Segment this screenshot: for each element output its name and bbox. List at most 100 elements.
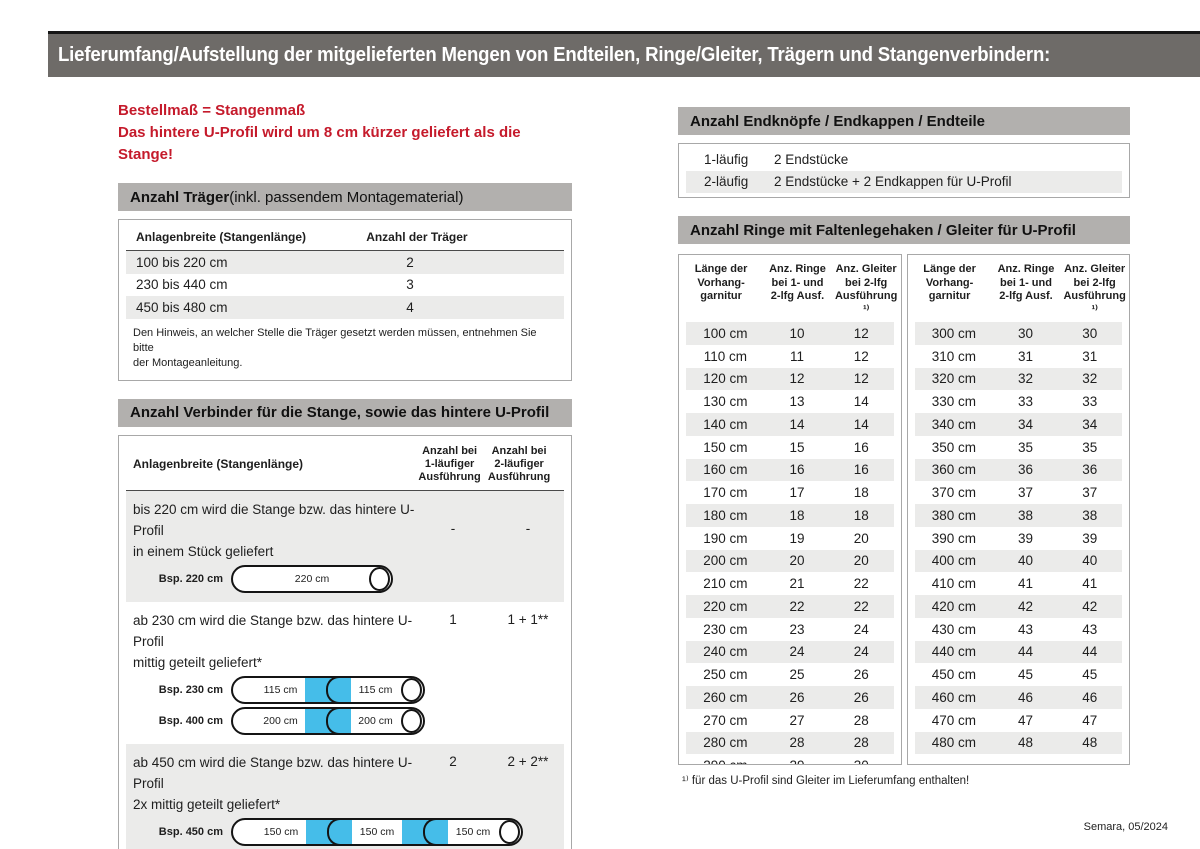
joint-arc [423,817,436,846]
count-2laeufig: 2 + 2** [507,753,549,769]
ringe-cell: 36 [1017,462,1034,478]
rod-segment: 150 cm [263,825,299,838]
length-cell: 360 cm [931,462,977,478]
gleiter-cell: 12 [853,371,869,387]
ringe-cell: 15 [789,439,805,455]
table-row: 370 cm 37 37 [915,481,1123,504]
ringe-cell: 18 [789,507,805,523]
ringe-cell: 26 [789,689,805,705]
length-cell: 450 cm [931,667,977,683]
length-cell: 260 cm [703,689,748,705]
variant-cell: 2-läufig [704,174,749,190]
ringe-title: Anzahl Ringe mit Faltenlegehaken / Gleit… [690,221,1076,239]
length-cell: 440 cm [931,644,977,660]
ringe-cell: 17 [789,485,805,501]
gleiter-cell: 33 [1082,394,1098,410]
table-row: 150 cm 15 16 [686,436,894,459]
gleiter-cell: 26 [853,689,869,705]
ringe-table-left: Länge der Vorhang-garnitur Anz. Ringe bei … [678,254,902,765]
col-laenge: Länge der Vorhang-garnitur [923,263,976,302]
table-row: 110 cm 11 12 [686,345,894,368]
rod-segment: 150 cm [359,825,395,838]
table-row: 250 cm 25 26 [686,663,894,686]
gleiter-cell: 31 [1082,348,1098,364]
header-bar: Lieferumfang/Aufstellung der mitgeliefer… [48,31,1200,77]
row-description: bis 220 cm wird die Stange bzw. das hint… [133,501,415,559]
ringe-table-header: Länge der Vorhang-garnitur Anz. Ringe bei … [679,255,901,322]
gleiter-cell: 47 [1082,712,1098,728]
length-cell: 310 cm [931,348,977,364]
table-row: 1-läufig 2 Endstücke [686,148,1122,171]
rod-segment: 115 cm [358,683,393,696]
ringe-cell: 13 [789,394,805,410]
length-cell: 190 cm [703,530,748,546]
gleiter-cell: 12 [853,348,869,364]
table-row: 380 cm 38 38 [914,504,1122,527]
gleiter-cell: 22 [853,598,869,614]
col-gleiter: Anz. Gleiter bei 2-lfg Ausführung ¹⁾ [1063,263,1126,316]
ringe-cell: 35 [1017,439,1034,455]
ringe-cell: 32 [1017,371,1034,387]
rod-end-cap [499,819,520,844]
rod-example-label: Bsp. 230 cm [158,683,223,696]
table-row: 450 cm 45 45 [915,663,1123,686]
col-ringe: Anz. Ringe bei 1- und 2-lfg Ausf. [769,263,826,302]
table-row: 300 cm 30 30 [914,322,1122,345]
ringe-cell: 19 [789,530,805,546]
table-row: 390 cm 39 39 [915,527,1123,550]
table-row: 440 cm 44 44 [914,640,1122,664]
variant-cell: 1-läufig [704,151,749,167]
table-row: 470 cm 47 47 [915,709,1123,732]
length-cell: 410 cm [931,576,977,592]
count-1laeufig: - [450,520,456,536]
rod-end-cap [369,566,390,591]
ringe-cell: 14 [789,416,805,432]
rod-segment: 200 cm [263,714,298,727]
col-anlagenbreite: Anlagenbreite (Stangenlänge) [136,230,307,244]
table-row: 350 cm 35 35 [915,436,1123,459]
version-label: Semara, 05/2024 [1083,821,1168,833]
col-ringe: Anz. Ringe bei 1- und 2-lfg Ausf. [997,263,1055,302]
traeger-section-header: Anzahl Träger (inkl. passendem Montagema… [118,183,572,211]
ringe-cell: 43 [1017,621,1034,637]
notice-line-1: Bestellmaß = Stangenmaß [118,102,306,119]
length-cell: 140 cm [703,416,748,432]
length-cell: 160 cm [703,462,748,478]
traeger-table-header: Anlagenbreite (Stangenlänge) Anzahl der … [126,225,564,251]
length-cell: 470 cm [931,712,977,728]
ringe-table-right: Länge der Vorhang-garnitur Anz. Ringe bei … [906,254,1130,765]
table-row: 450 bis 480 cm 4 [126,296,564,319]
table-row: 230 cm 23 24 [686,618,894,641]
order-size-notice: Bestellmaß = Stangenmaß Das hintere U-Pr… [118,100,572,166]
length-cell: 430 cm [931,621,977,637]
verbinder-row-ab-450: ab 450 cm wird die Stange bzw. das hinte… [126,743,564,849]
gleiter-cell: 14 [853,416,869,432]
rod-diagram: 150 cm 150 cm 150 cm [231,817,523,846]
col-anzahl-traeger: Anzahl der Träger [366,230,468,244]
gleiter-cell: 44 [1082,644,1098,660]
length-cell: 110 cm [703,348,748,364]
table-row: 170 cm 17 18 [686,481,894,504]
length-cell: 370 cm [931,485,977,501]
ringe-cell: 44 [1017,644,1034,660]
verbinder-row-ab-230: ab 230 cm wird die Stange bzw. das hinte… [126,602,564,744]
ringe-cell: 25 [789,667,805,683]
gleiter-cell: 28 [853,712,869,728]
length-cell: 130 cm [703,394,748,410]
ringe-cell: 31 [1017,348,1034,364]
table-row: 230 bis 440 cm 3 [126,274,564,297]
ringe-cell: 28 [789,735,805,751]
col-1laeufig: Anzahl bei 1-läufiger Ausführung [418,444,481,483]
parts-cell: 2 Endstücke + 2 Endkappen für U-Profil [774,174,1012,190]
ringe-cell: 42 [1017,598,1034,614]
verbinder-title: Anzahl Verbinder für die Stange, sowie d… [130,404,550,421]
gleiter-cell: 42 [1082,598,1098,614]
rod-example-label: Bsp. 450 cm [158,825,223,838]
length-cell: 150 cm [703,439,748,455]
table-row: 320 cm 32 32 [914,367,1122,391]
ringe-cell: 47 [1017,712,1034,728]
length-cell: 220 cm [703,598,748,614]
ringe-cell: 10 [789,325,805,341]
verbinder-section-header: Anzahl Verbinder für die Stange, sowie d… [118,398,572,427]
